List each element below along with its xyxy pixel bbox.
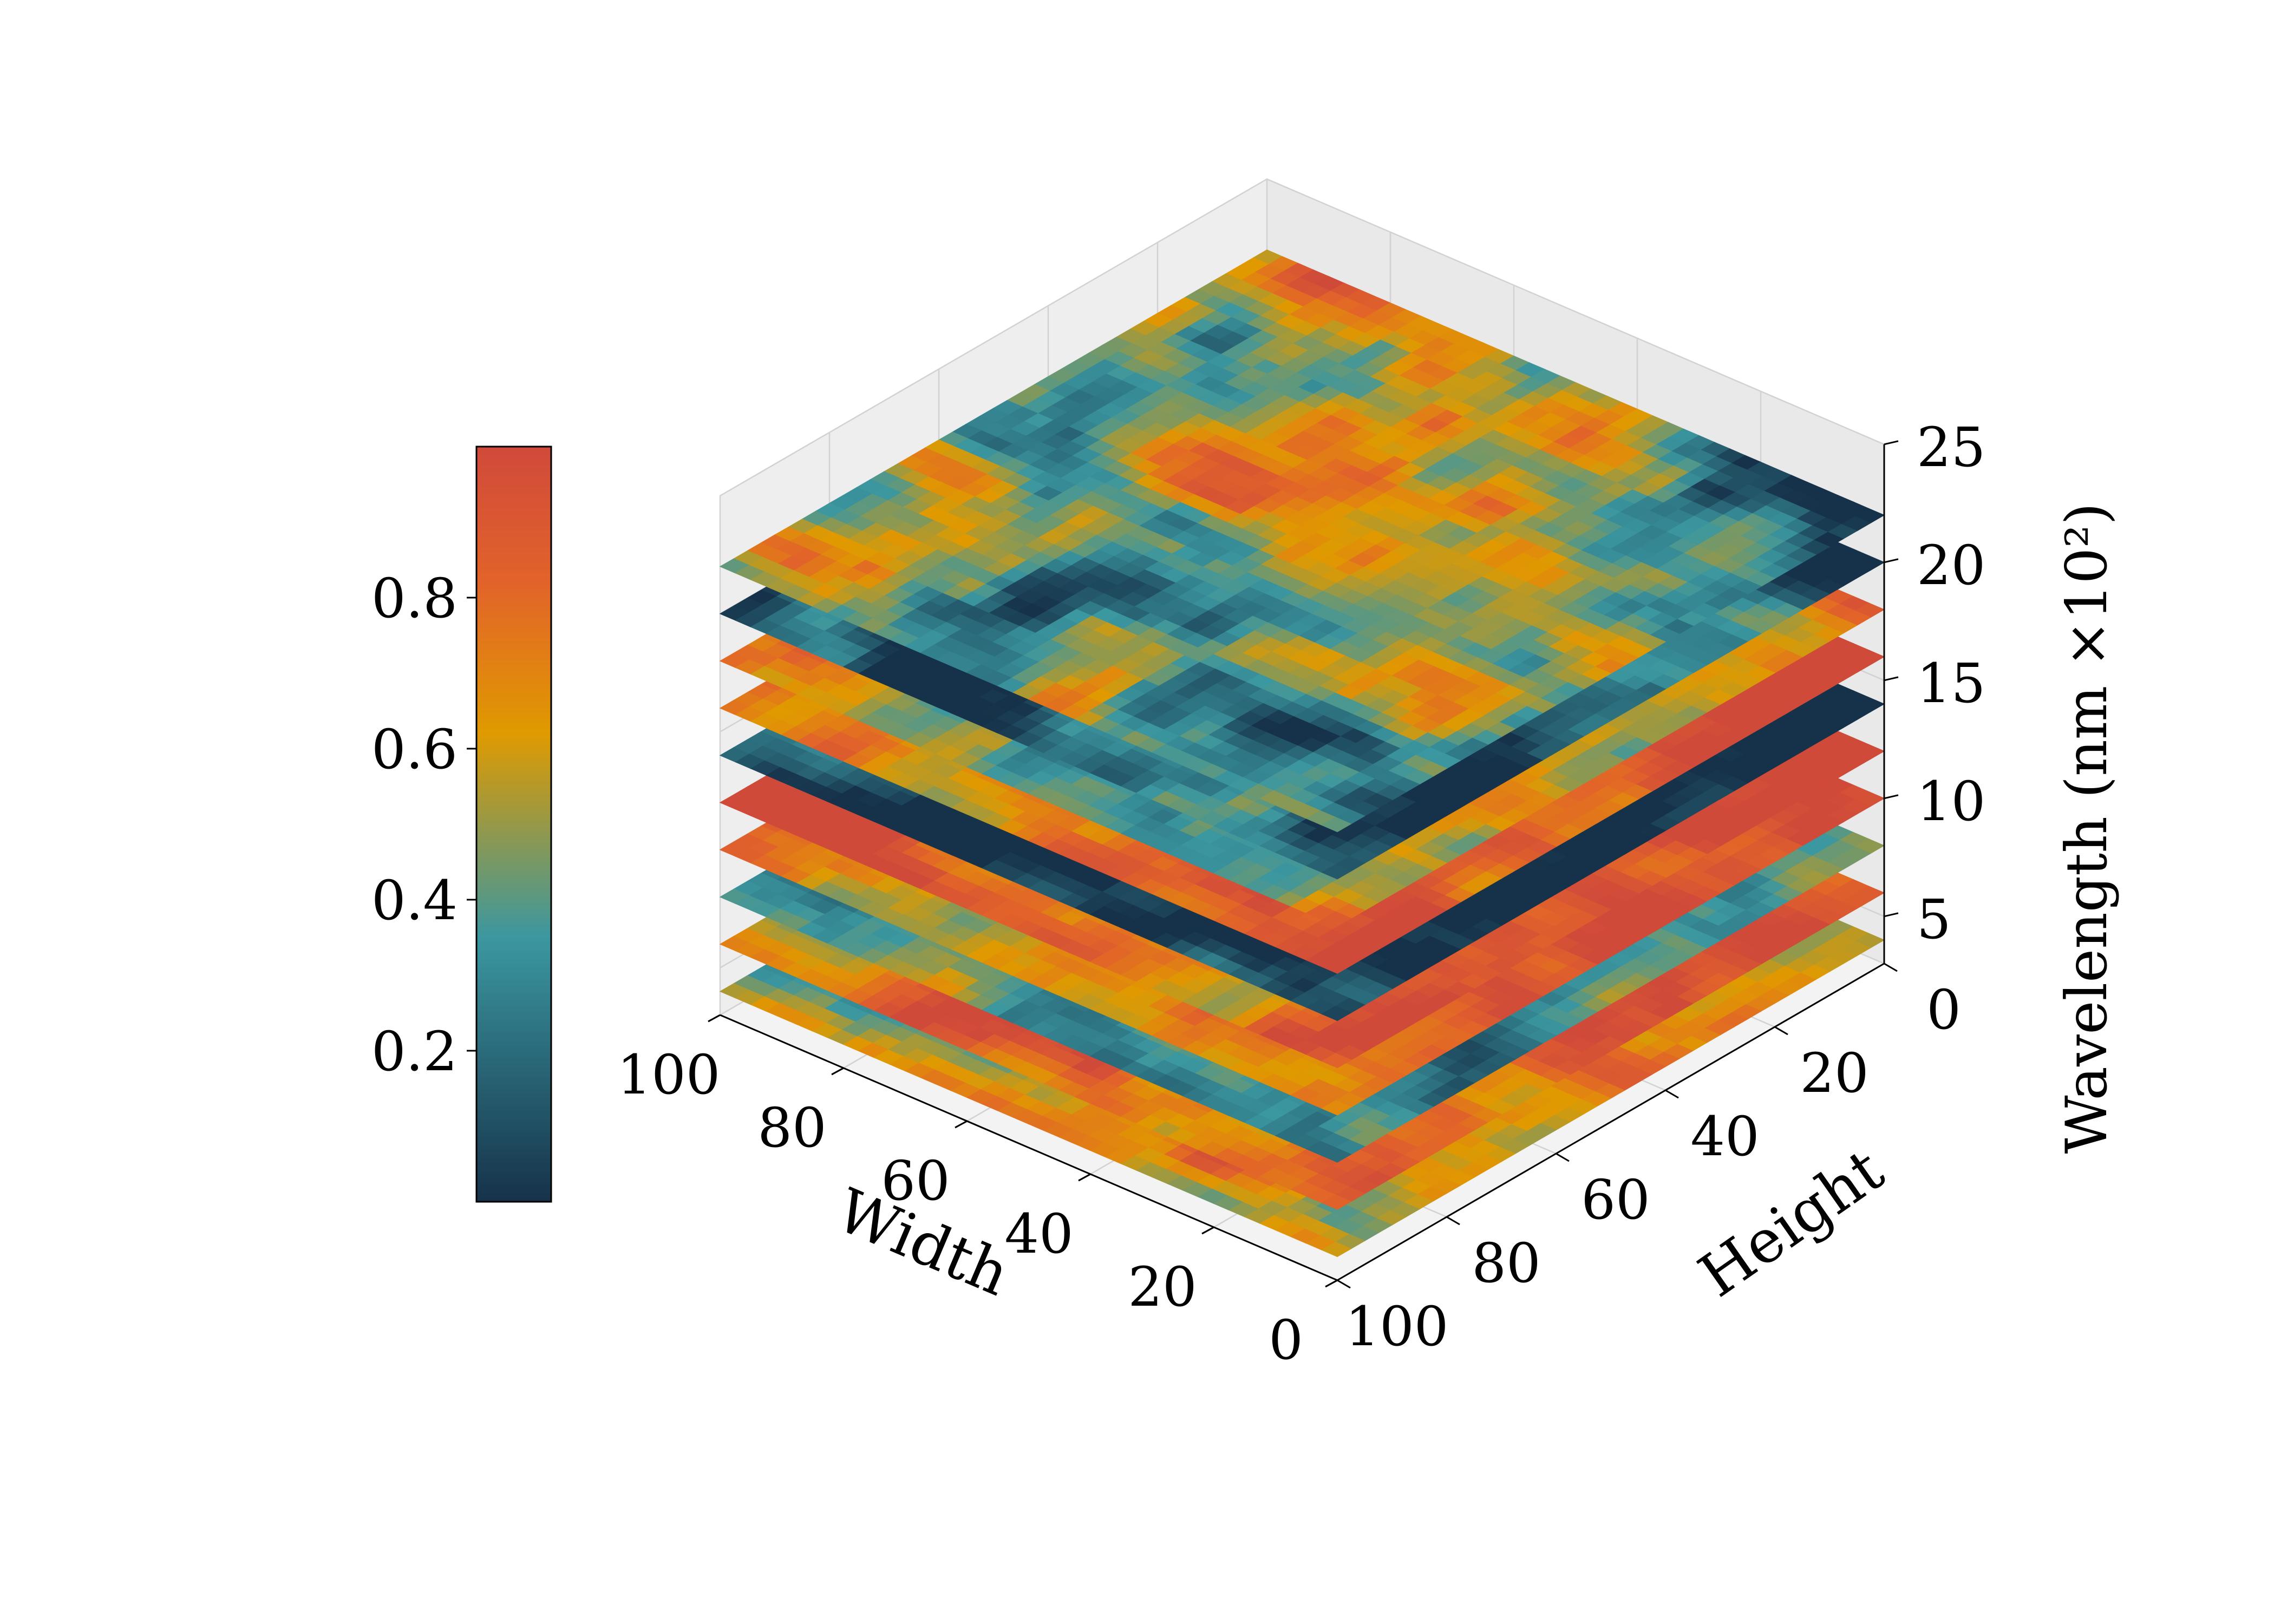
grid-line [720,178,1267,496]
heatmap-slices [719,249,1885,1258]
grid-line [1266,178,1885,445]
